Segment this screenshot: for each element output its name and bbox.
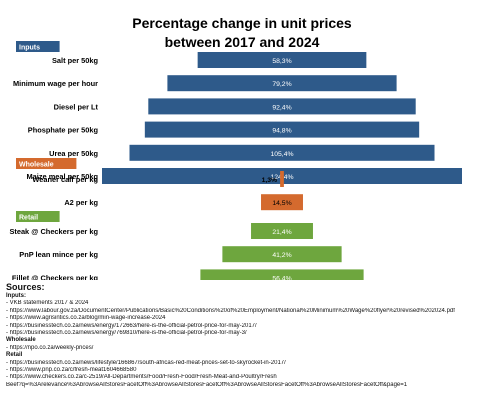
source-link[interactable]: Beef?q=%3Arelevance%3AbrowseAllStoresFac… — [6, 381, 408, 388]
data-label: 58,3% — [272, 58, 291, 65]
source-group-heading: Wholesale — [6, 337, 36, 344]
category-label: Diesel per Lt — [54, 102, 99, 111]
data-label: 105,4% — [270, 151, 293, 158]
group-header-retail — [16, 211, 60, 222]
source-link[interactable]: - https://businesstech.co.za/news/lifest… — [6, 359, 286, 366]
bar-g2-1 — [222, 246, 342, 263]
data-label: 94,8% — [272, 128, 291, 135]
source-link[interactable]: - https://www.labour.gov.za/DocumentCent… — [6, 307, 455, 314]
chart-title: Percentage change in unit prices between… — [0, 14, 484, 52]
sources-heading: Sources: — [6, 282, 45, 292]
category-label: PnP lean mince per kg — [19, 250, 98, 259]
category-label: Phosphate per 50kg — [28, 126, 99, 135]
chart-title-line-2: between 2017 and 2024 — [164, 34, 320, 50]
funnel-bar-chart: Inputs Salt per 50kg 58,3% Minimum wage per… — [9, 41, 462, 280]
source-link[interactable]: - VKB statements 2017 & 2024 — [6, 300, 89, 307]
bar-g0-2 — [148, 98, 416, 115]
sources-list: Inputs: - VKB statements 2017 & 2024- htt… — [6, 293, 480, 389]
data-label: 56,4% — [272, 275, 291, 280]
category-label: Steak @ Checkers per kg — [9, 227, 98, 236]
data-label: 1,3% — [262, 177, 278, 184]
category-label: Weaner calf per kg — [32, 175, 98, 184]
bar-g0-1 — [167, 75, 397, 92]
category-label: Salt per 50kg — [52, 56, 98, 65]
sources-section: Sources: Inputs: - VKB statements 2017 & … — [6, 282, 480, 389]
bar-g0-0 — [197, 52, 367, 68]
source-group-heading: Retail — [6, 352, 23, 359]
group-header-wholesale — [16, 158, 77, 169]
data-label: 21,4% — [272, 229, 291, 236]
group-header-label: Retail — [19, 214, 38, 221]
source-link[interactable]: - https://businesstech.co.za/news/energy… — [6, 322, 257, 329]
source-group-heading: Inputs: — [6, 293, 26, 299]
data-label: 41,2% — [272, 252, 291, 259]
bar-g1-1 — [261, 194, 303, 211]
category-label: Minimum wage per hour — [13, 79, 98, 88]
data-label: 92,4% — [272, 104, 291, 111]
bar-g0-3 — [144, 121, 420, 138]
source-link[interactable]: - https://www.pnp.co.za/c/fresh-meat1604… — [6, 367, 137, 374]
bar-g1-0 — [280, 171, 284, 187]
group-header-label: Inputs — [19, 44, 40, 51]
source-link[interactable]: - https://www.checkers.co.za/c-2519/All-… — [6, 374, 277, 381]
bar-g0-4 — [129, 144, 435, 161]
source-link[interactable]: - https://npo.co.za/weekly-prices/ — [6, 344, 94, 351]
chart-title-line-1: Percentage change in unit prices — [132, 15, 352, 31]
source-link[interactable]: - https://businesstech.co.za/news/energy… — [6, 330, 247, 337]
group-header-label: Wholesale — [19, 161, 54, 168]
category-label: Urea per 50kg — [49, 149, 98, 158]
category-label: Maize meal per 50kg — [27, 172, 99, 181]
category-label: Fillet @ Checkers per kg — [12, 273, 99, 280]
data-label: 14,5% — [272, 200, 291, 207]
bar-g2-0 — [251, 223, 313, 239]
data-label: 79,2% — [272, 81, 291, 88]
group-header-inputs — [16, 41, 60, 52]
source-link[interactable]: - https://www.agrisintics.co.za/blog/min… — [6, 315, 166, 322]
bar-g2-2 — [200, 269, 364, 280]
category-label: A2 per kg — [64, 198, 98, 207]
